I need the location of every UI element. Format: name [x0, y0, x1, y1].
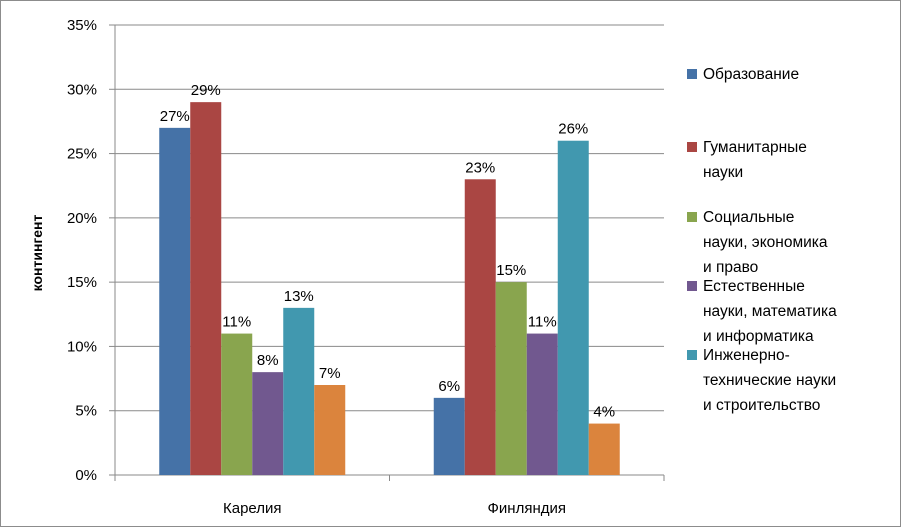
- legend-swatch: [687, 212, 697, 222]
- bar: [588, 423, 620, 475]
- legend-label: Социальные: [703, 209, 794, 226]
- bar: [190, 102, 222, 476]
- data-label: 15%: [496, 262, 526, 279]
- y-tick-label: 15%: [67, 274, 97, 291]
- bars: [159, 102, 620, 476]
- y-axis-title: контингент: [29, 215, 45, 292]
- legend-label: науки: [703, 164, 743, 181]
- data-label: 4%: [593, 404, 615, 421]
- y-tick-label: 20%: [67, 210, 97, 227]
- bar: [159, 127, 191, 475]
- legend-label: и право: [703, 259, 758, 276]
- bar: [221, 333, 253, 475]
- bar: [495, 282, 527, 475]
- legend-label: науки, математика: [703, 303, 837, 320]
- legend-swatch: [687, 281, 697, 291]
- legend-label: и информатика: [703, 328, 814, 345]
- legend-entry: Инженерно-технические науки и строительст…: [687, 347, 836, 414]
- y-tick-label: 5%: [75, 403, 97, 420]
- bar: [464, 179, 496, 476]
- legend-entry: Гуманитарные науки: [687, 139, 807, 181]
- x-category-label: Карелия: [223, 500, 282, 517]
- data-label: 29%: [191, 82, 221, 99]
- x-axis-categories: Карелия Финляндия: [223, 500, 566, 517]
- data-label: 13%: [284, 288, 314, 305]
- bar: [526, 333, 558, 475]
- legend-swatch: [687, 69, 697, 79]
- data-label: 8%: [257, 352, 279, 369]
- data-label: 27%: [160, 108, 190, 125]
- legend-swatch: [687, 350, 697, 360]
- bar: [433, 397, 465, 475]
- legend-label: и строительство: [703, 397, 820, 414]
- y-axis-ticks: 0% 5% 10% 15% 20% 25% 30% 35%: [67, 17, 115, 484]
- bar: [252, 372, 284, 475]
- data-label: 26%: [558, 121, 588, 138]
- y-tick-label: 25%: [67, 146, 97, 163]
- bar: [314, 385, 346, 475]
- bar: [283, 307, 315, 475]
- data-label: 7%: [319, 365, 341, 382]
- legend-entry: Естественные науки, математика и информати…: [687, 278, 837, 345]
- legend-label: Инженерно-: [703, 347, 790, 364]
- y-tick-label: 30%: [67, 81, 97, 98]
- x-category-label: Финляндия: [488, 500, 566, 517]
- legend-label: Образование: [703, 66, 799, 83]
- legend-label: науки, экономика: [703, 234, 828, 251]
- legend-entry: Социальные науки, экономика и право: [687, 209, 828, 276]
- y-tick-label: 0%: [75, 467, 97, 484]
- legend-label: Естественные: [703, 278, 805, 295]
- data-label: 23%: [465, 159, 495, 176]
- legend-entry: Образование: [687, 66, 799, 83]
- y-tick-label: 10%: [67, 338, 97, 355]
- bar: [557, 140, 589, 475]
- legend: Образование Гуманитарные науки Социальные на…: [687, 66, 837, 414]
- y-tick-label: 35%: [67, 17, 97, 34]
- data-labels: 27%29% 11% 8% 13% 7% 6% 23% 15% 11% 26% 4%: [160, 82, 615, 420]
- data-label: 11%: [222, 314, 251, 331]
- data-label: 6%: [438, 378, 460, 395]
- legend-label: технические науки: [703, 372, 836, 389]
- legend-label: Гуманитарные: [703, 139, 807, 156]
- legend-swatch: [687, 142, 697, 152]
- data-label: 11%: [528, 314, 557, 331]
